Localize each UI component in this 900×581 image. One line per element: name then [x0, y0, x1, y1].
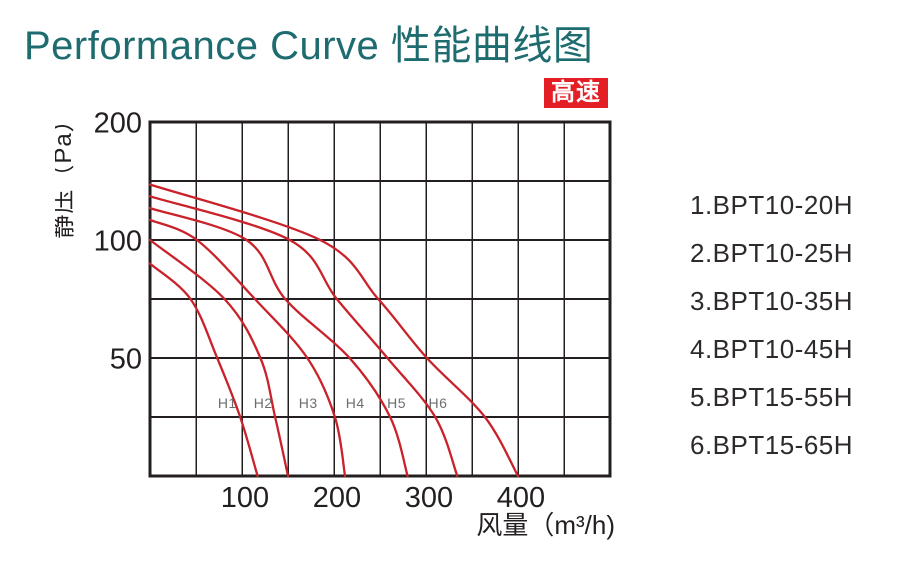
x-axis-title: 风量（m³/h): [476, 510, 615, 540]
legend-item: 4.BPT10-45H: [690, 334, 854, 364]
x-tick-label: 200: [313, 482, 361, 514]
curve-H1: [148, 262, 259, 478]
page-title: Performance Curve 性能曲线图: [24, 24, 594, 68]
curve-label-H2: H2: [254, 395, 273, 411]
x-tick-label: 300: [405, 482, 453, 514]
curve-label-H4: H4: [346, 395, 365, 411]
y-tick-label: 50: [110, 344, 142, 376]
model-legend: 1.BPT10-20H 2.BPT10-25H 3.BPT10-35H 4.BPT10…: [690, 190, 853, 478]
curve-label-H1: H1: [218, 395, 237, 411]
x-tick-label: 400: [497, 482, 545, 514]
curve-H3: [148, 218, 347, 478]
curve-H6: [148, 183, 520, 478]
speed-badge: 高速: [544, 78, 608, 108]
fan-curves: [148, 183, 520, 478]
y-axis-title: 静压（Pa）: [55, 107, 77, 238]
y-tick-label: 200: [94, 108, 142, 140]
performance-chart: H1 H2 H3 H4 H5 H6 200 100 50 100 200 300 400 静压（Pa） 风量…: [55, 107, 615, 540]
legend-item: 3.BPT10-35H: [690, 286, 854, 316]
legend-item: 6.BPT15-65H: [690, 430, 854, 460]
legend-item: 1.BPT10-20H: [690, 190, 854, 220]
legend-item: 2.BPT10-25H: [690, 238, 854, 268]
x-tick-label: 100: [221, 482, 269, 514]
curve-H5: [148, 195, 459, 478]
plot-border: [148, 120, 612, 478]
gridlines: [150, 122, 610, 476]
curve-label-H3: H3: [299, 395, 318, 411]
curve-label-H6: H6: [429, 395, 448, 411]
y-tick-label: 100: [94, 226, 142, 258]
curve-H2: [148, 238, 290, 478]
curve-H4: [148, 206, 409, 478]
legend-item: 5.BPT15-55H: [690, 382, 854, 412]
curve-label-H5: H5: [387, 395, 406, 411]
